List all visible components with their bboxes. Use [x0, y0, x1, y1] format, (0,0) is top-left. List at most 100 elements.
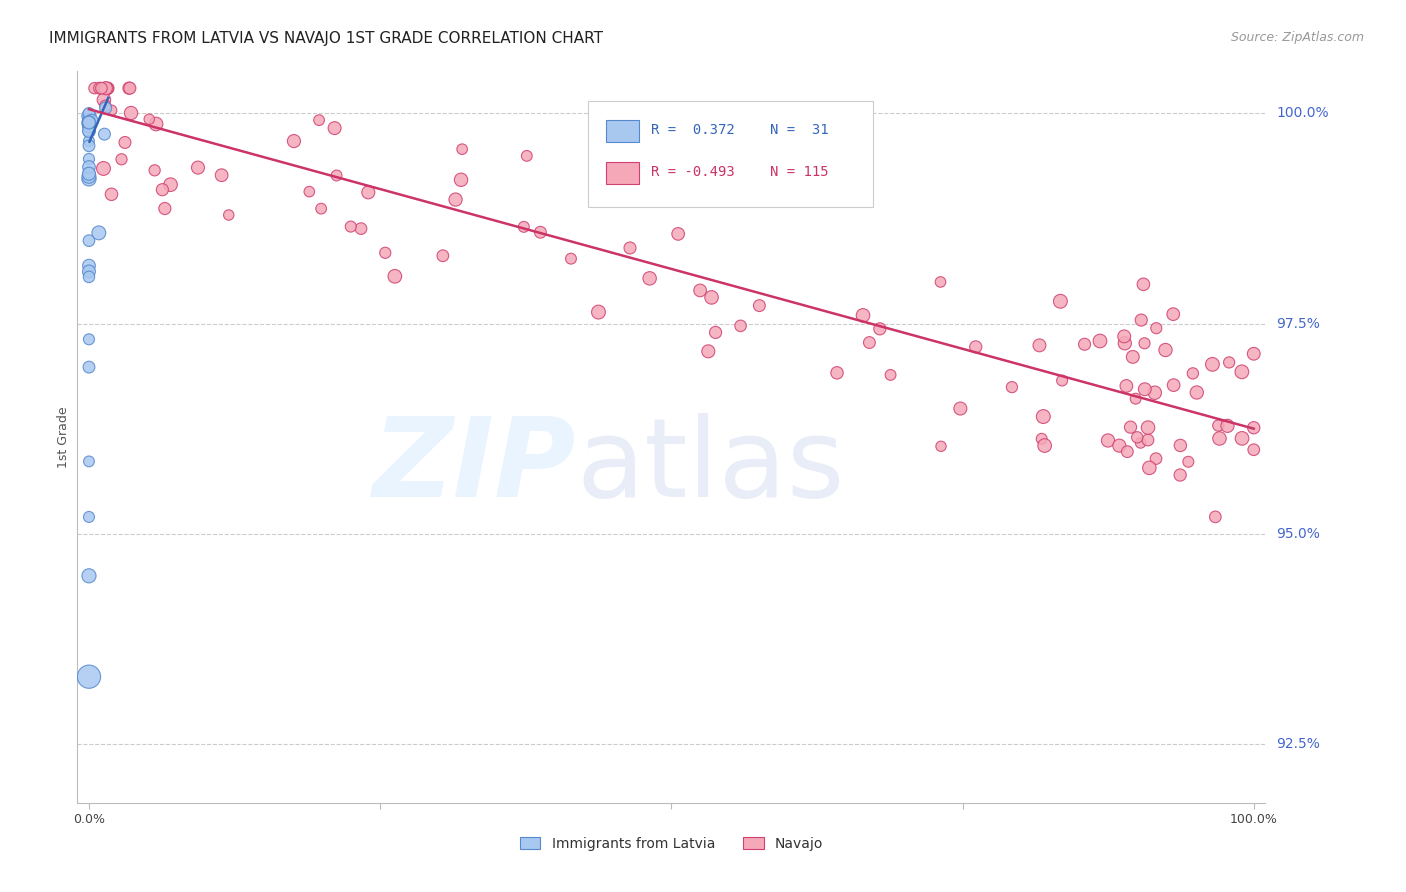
Point: [77, 510, 100, 524]
Point: [638, 271, 661, 285]
Point: [357, 186, 380, 200]
Point: [1201, 357, 1223, 371]
Point: [91, 81, 114, 95]
Point: [1119, 420, 1142, 434]
Point: [218, 208, 240, 222]
Point: [211, 168, 233, 182]
Point: [87, 226, 110, 240]
Point: [1243, 421, 1265, 435]
Point: [89, 81, 111, 95]
Point: [114, 136, 136, 150]
Point: [1033, 439, 1056, 453]
Point: [1144, 451, 1167, 466]
Point: [1218, 355, 1240, 369]
Point: [77, 167, 100, 181]
Point: [1137, 460, 1160, 475]
Point: [588, 305, 610, 319]
Point: [323, 121, 346, 136]
Point: [77, 124, 100, 138]
FancyBboxPatch shape: [588, 101, 873, 207]
Point: [619, 241, 641, 255]
Point: [513, 219, 536, 234]
Point: [308, 113, 330, 128]
Point: [93, 161, 115, 176]
Point: [1129, 436, 1152, 450]
FancyBboxPatch shape: [606, 120, 640, 142]
Text: IMMIGRANTS FROM LATVIA VS NAVAJO 1ST GRADE CORRELATION CHART: IMMIGRANTS FROM LATVIA VS NAVAJO 1ST GRA…: [49, 31, 603, 46]
Point: [77, 360, 100, 375]
Y-axis label: 1st Grade: 1st Grade: [58, 406, 70, 468]
Point: [298, 185, 321, 199]
Point: [748, 299, 770, 313]
Point: [77, 134, 100, 148]
Point: [90, 81, 112, 95]
Point: [120, 106, 142, 120]
Point: [1204, 509, 1226, 524]
Point: [1181, 367, 1204, 381]
Point: [77, 115, 100, 129]
Point: [444, 193, 467, 207]
Point: [1126, 430, 1149, 444]
Point: [1125, 392, 1147, 406]
Point: [77, 670, 100, 684]
Point: [96, 81, 118, 95]
Point: [1114, 336, 1136, 351]
Text: 95.0%: 95.0%: [1277, 527, 1320, 541]
Point: [1154, 343, 1177, 357]
Point: [1163, 378, 1185, 392]
Point: [110, 153, 132, 167]
Point: [94, 81, 117, 95]
Point: [1116, 444, 1139, 458]
Point: [1161, 307, 1184, 321]
Point: [77, 109, 100, 123]
Point: [529, 225, 551, 239]
Point: [283, 134, 305, 148]
Point: [83, 81, 105, 95]
Point: [1243, 442, 1265, 457]
Point: [516, 149, 538, 163]
Point: [1206, 418, 1229, 433]
Point: [77, 172, 100, 186]
Point: [96, 81, 118, 95]
Point: [1088, 334, 1111, 348]
Point: [1230, 431, 1253, 445]
Point: [1073, 337, 1095, 351]
Point: [858, 335, 880, 350]
Point: [1031, 432, 1053, 446]
Point: [77, 454, 100, 468]
Point: [1177, 455, 1199, 469]
Point: [118, 81, 141, 95]
Point: [93, 127, 115, 141]
Point: [697, 344, 720, 359]
Point: [1133, 382, 1156, 396]
Point: [1097, 434, 1119, 448]
Point: [77, 119, 100, 133]
Text: 92.5%: 92.5%: [1277, 737, 1320, 751]
Point: [97, 81, 120, 95]
Point: [825, 366, 848, 380]
Point: [138, 112, 160, 127]
Point: [94, 99, 117, 113]
Point: [1001, 380, 1024, 394]
Point: [77, 569, 100, 583]
Point: [689, 284, 711, 298]
Point: [100, 187, 122, 202]
Point: [1049, 294, 1071, 309]
Point: [153, 202, 176, 216]
Point: [77, 332, 100, 346]
Point: [700, 290, 723, 304]
Point: [339, 219, 361, 234]
Point: [187, 161, 209, 175]
Point: [118, 81, 141, 95]
Point: [1137, 420, 1160, 434]
FancyBboxPatch shape: [606, 162, 640, 184]
Point: [1143, 385, 1166, 400]
Point: [432, 249, 454, 263]
Point: [1122, 350, 1144, 364]
Point: [949, 401, 972, 416]
Text: R =  0.372: R = 0.372: [651, 123, 735, 136]
Point: [1028, 338, 1050, 352]
Point: [1230, 365, 1253, 379]
Point: [869, 322, 891, 336]
Point: [77, 125, 100, 139]
